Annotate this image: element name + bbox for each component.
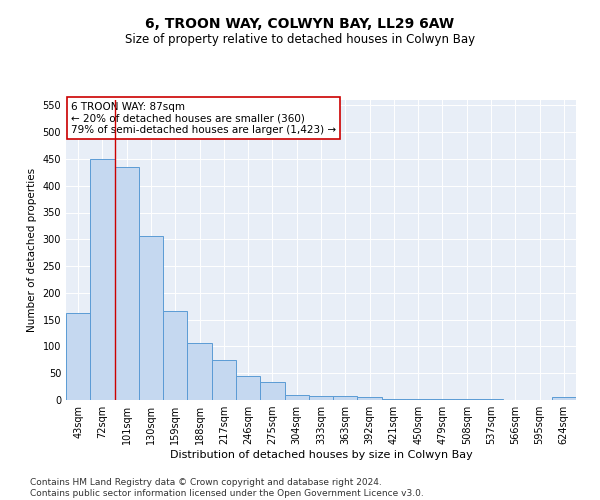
Bar: [90, 159, 115, 400]
Bar: [260, 382, 284, 400]
Bar: [139, 236, 163, 400]
Bar: [187, 343, 212, 400]
Bar: [236, 376, 260, 400]
Bar: [115, 167, 139, 400]
Bar: [406, 399, 430, 400]
Bar: [284, 394, 309, 400]
Bar: [358, 398, 382, 400]
Bar: [309, 396, 333, 400]
Text: 6 TROON WAY: 87sqm
← 20% of detached houses are smaller (360)
79% of semi-detach: 6 TROON WAY: 87sqm ← 20% of detached hou…: [71, 102, 336, 134]
Bar: [333, 396, 358, 400]
Bar: [382, 399, 406, 400]
Bar: [552, 398, 576, 400]
Y-axis label: Number of detached properties: Number of detached properties: [27, 168, 37, 332]
Text: Contains HM Land Registry data © Crown copyright and database right 2024.
Contai: Contains HM Land Registry data © Crown c…: [30, 478, 424, 498]
Text: Size of property relative to detached houses in Colwyn Bay: Size of property relative to detached ho…: [125, 32, 475, 46]
Bar: [212, 360, 236, 400]
Text: 6, TROON WAY, COLWYN BAY, LL29 6AW: 6, TROON WAY, COLWYN BAY, LL29 6AW: [145, 18, 455, 32]
Bar: [66, 312, 90, 400]
X-axis label: Distribution of detached houses by size in Colwyn Bay: Distribution of detached houses by size …: [170, 450, 472, 460]
Bar: [163, 311, 187, 400]
